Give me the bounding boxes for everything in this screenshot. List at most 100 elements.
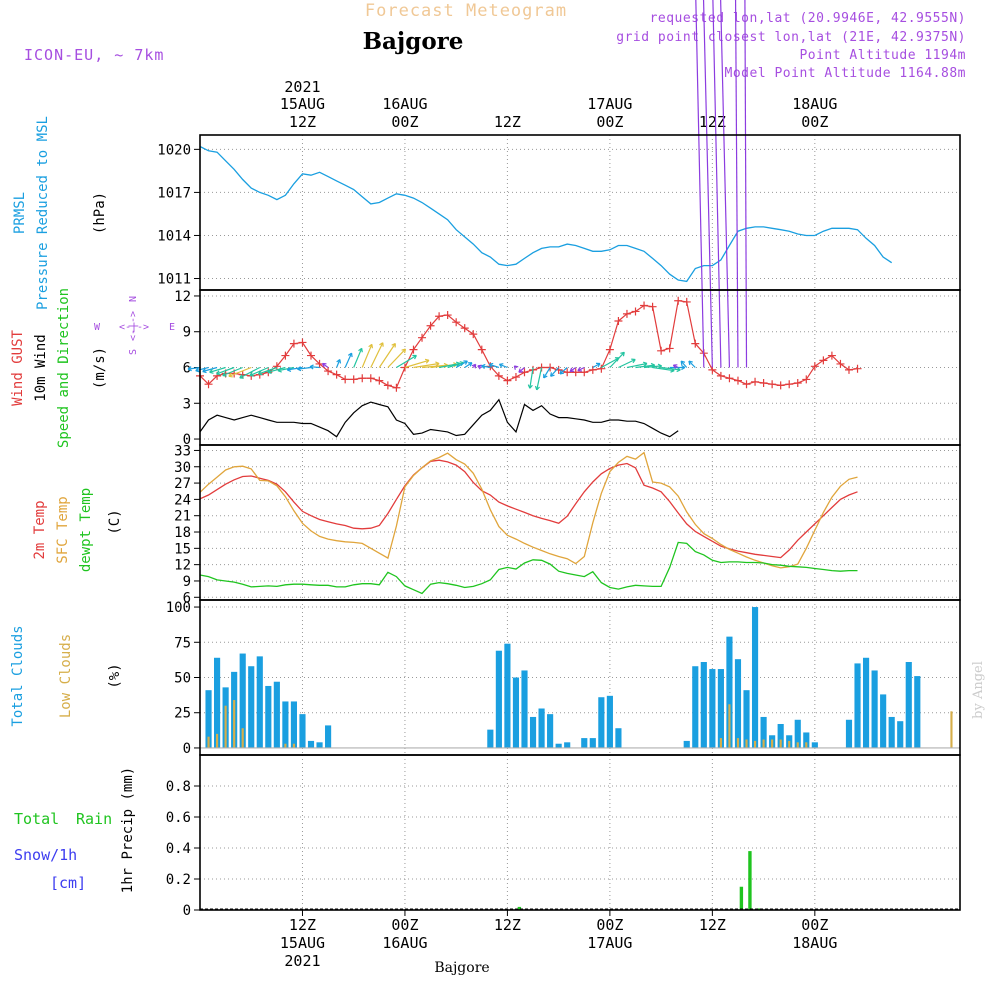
y-tick-label: 27	[174, 476, 191, 492]
wind-arrow	[361, 344, 373, 368]
wind-arrow	[702, 0, 713, 368]
panel-border	[199, 754, 961, 911]
y-tick-label: 6	[183, 590, 191, 606]
wind-arrow	[228, 366, 252, 377]
total-cloud-bar	[700, 662, 707, 748]
y-tick-label: 12	[174, 289, 191, 305]
gust-marker	[793, 379, 802, 387]
time-label-hour: 12Z	[494, 113, 521, 131]
total-cloud-bar	[487, 729, 494, 748]
wind-arrow-head	[202, 368, 207, 374]
total-cloud-bar	[726, 636, 733, 748]
y-tick-label: 25	[174, 706, 191, 722]
total-cloud-bar	[615, 728, 622, 748]
wind-arrow	[464, 362, 473, 368]
gust-marker	[614, 317, 623, 325]
wind-arrow-head	[228, 372, 233, 378]
wind-arrow-head	[267, 368, 272, 374]
gust-marker	[597, 364, 606, 373]
total-cloud-bar	[512, 677, 520, 748]
gust-marker	[716, 371, 725, 380]
gust-marker	[682, 297, 691, 306]
gust-marker	[272, 362, 281, 371]
supertitle: Forecast Meteogram	[365, 1, 567, 21]
low-cloud-bar	[796, 742, 799, 748]
total-cloud-bar	[239, 653, 246, 748]
wind-arrow-head	[347, 352, 353, 358]
p2-label-wind: 10m Wind	[33, 334, 49, 401]
total-cloud-bar	[256, 656, 263, 748]
gust-marker	[366, 374, 375, 383]
wind-arrow-head	[488, 362, 494, 368]
gust-marker	[349, 375, 358, 384]
wind-arrow-head	[209, 368, 214, 374]
gust-marker	[324, 367, 333, 376]
credit-watermark: by Angel	[971, 661, 986, 719]
gust-marker	[665, 344, 674, 353]
panels: 1011101410171020036912691215182124273033…	[157, 0, 961, 919]
wind-arrow-head	[595, 362, 601, 368]
gust-marker	[605, 345, 614, 354]
model-label: ICON-EU, ~ 7km	[24, 46, 164, 64]
gust-marker	[802, 375, 811, 384]
y-tick-label: 0	[183, 903, 191, 919]
wind-arrow-head	[559, 369, 565, 375]
gust-marker	[375, 376, 384, 385]
wind-arrow	[336, 359, 341, 368]
p5-label-snow: Snow/1h	[14, 846, 77, 864]
total-cloud-bar	[205, 690, 212, 748]
time-label-date: 18AUG	[792, 934, 837, 952]
time-label-date: 17AUG	[587, 934, 632, 952]
y-tick-label: 0.4	[166, 841, 191, 857]
wind-arrow-head	[527, 384, 533, 389]
gust-marker	[674, 296, 683, 305]
wind-arrow	[601, 357, 620, 369]
time-label-hour: 12Z	[699, 113, 726, 131]
wind-arrow	[577, 366, 585, 372]
p1-unit: (hPa)	[92, 192, 108, 234]
y-tick-label: 0	[183, 741, 191, 757]
total-cloud-bar	[743, 690, 750, 748]
time-label-date: 18AUG	[792, 95, 837, 113]
wind-arrow-head	[481, 363, 486, 369]
compass-arrows-h: <-|->	[119, 322, 149, 333]
wind-arrow	[635, 364, 655, 369]
gust-marker	[358, 374, 367, 383]
low-cloud-bar	[805, 742, 808, 748]
p5-unit: 1hr Precip (mm)	[120, 767, 136, 893]
compass-w: W	[94, 322, 101, 333]
pressure-line	[199, 145, 893, 283]
total-cloud-bar	[862, 657, 870, 748]
p1-label-prmsl: PRMSL	[12, 192, 28, 234]
total-cloud-bar	[888, 716, 895, 748]
wind-arrow	[455, 360, 468, 369]
y-tick-label: 1014	[157, 228, 191, 244]
gust-marker	[580, 368, 589, 377]
wind-arrow	[353, 348, 363, 368]
panel-5: 0 0.2 0.4 0.6 0.8	[166, 755, 960, 919]
y-tick-label: 75	[174, 635, 191, 651]
gust-marker	[409, 345, 418, 354]
compass-s: S	[128, 349, 139, 355]
y-tick-label: 1020	[157, 142, 191, 158]
gust-marker	[759, 379, 768, 387]
low-cloud-bar	[284, 743, 287, 748]
rain-bar	[517, 906, 522, 910]
total-cloud-bar	[290, 701, 298, 748]
time-label-date: 17AUG	[587, 95, 632, 113]
low-cloud-bar	[241, 728, 244, 748]
gust-marker	[435, 312, 444, 321]
wind-arrow	[344, 352, 353, 368]
gust-marker	[733, 376, 742, 385]
y-tick-label: 9	[183, 325, 191, 341]
wind-arrow	[277, 366, 295, 372]
wind-arrow	[652, 366, 675, 372]
y-tick-label: 30	[174, 460, 191, 476]
total-cloud-bar	[547, 714, 554, 748]
time-label-date: 16AUG	[382, 934, 427, 952]
wind-arrow	[387, 348, 406, 368]
wind-arrow-head	[513, 365, 519, 370]
t2m-line	[199, 459, 858, 559]
gust-marker	[785, 380, 794, 389]
total-cloud-bar	[794, 719, 801, 748]
